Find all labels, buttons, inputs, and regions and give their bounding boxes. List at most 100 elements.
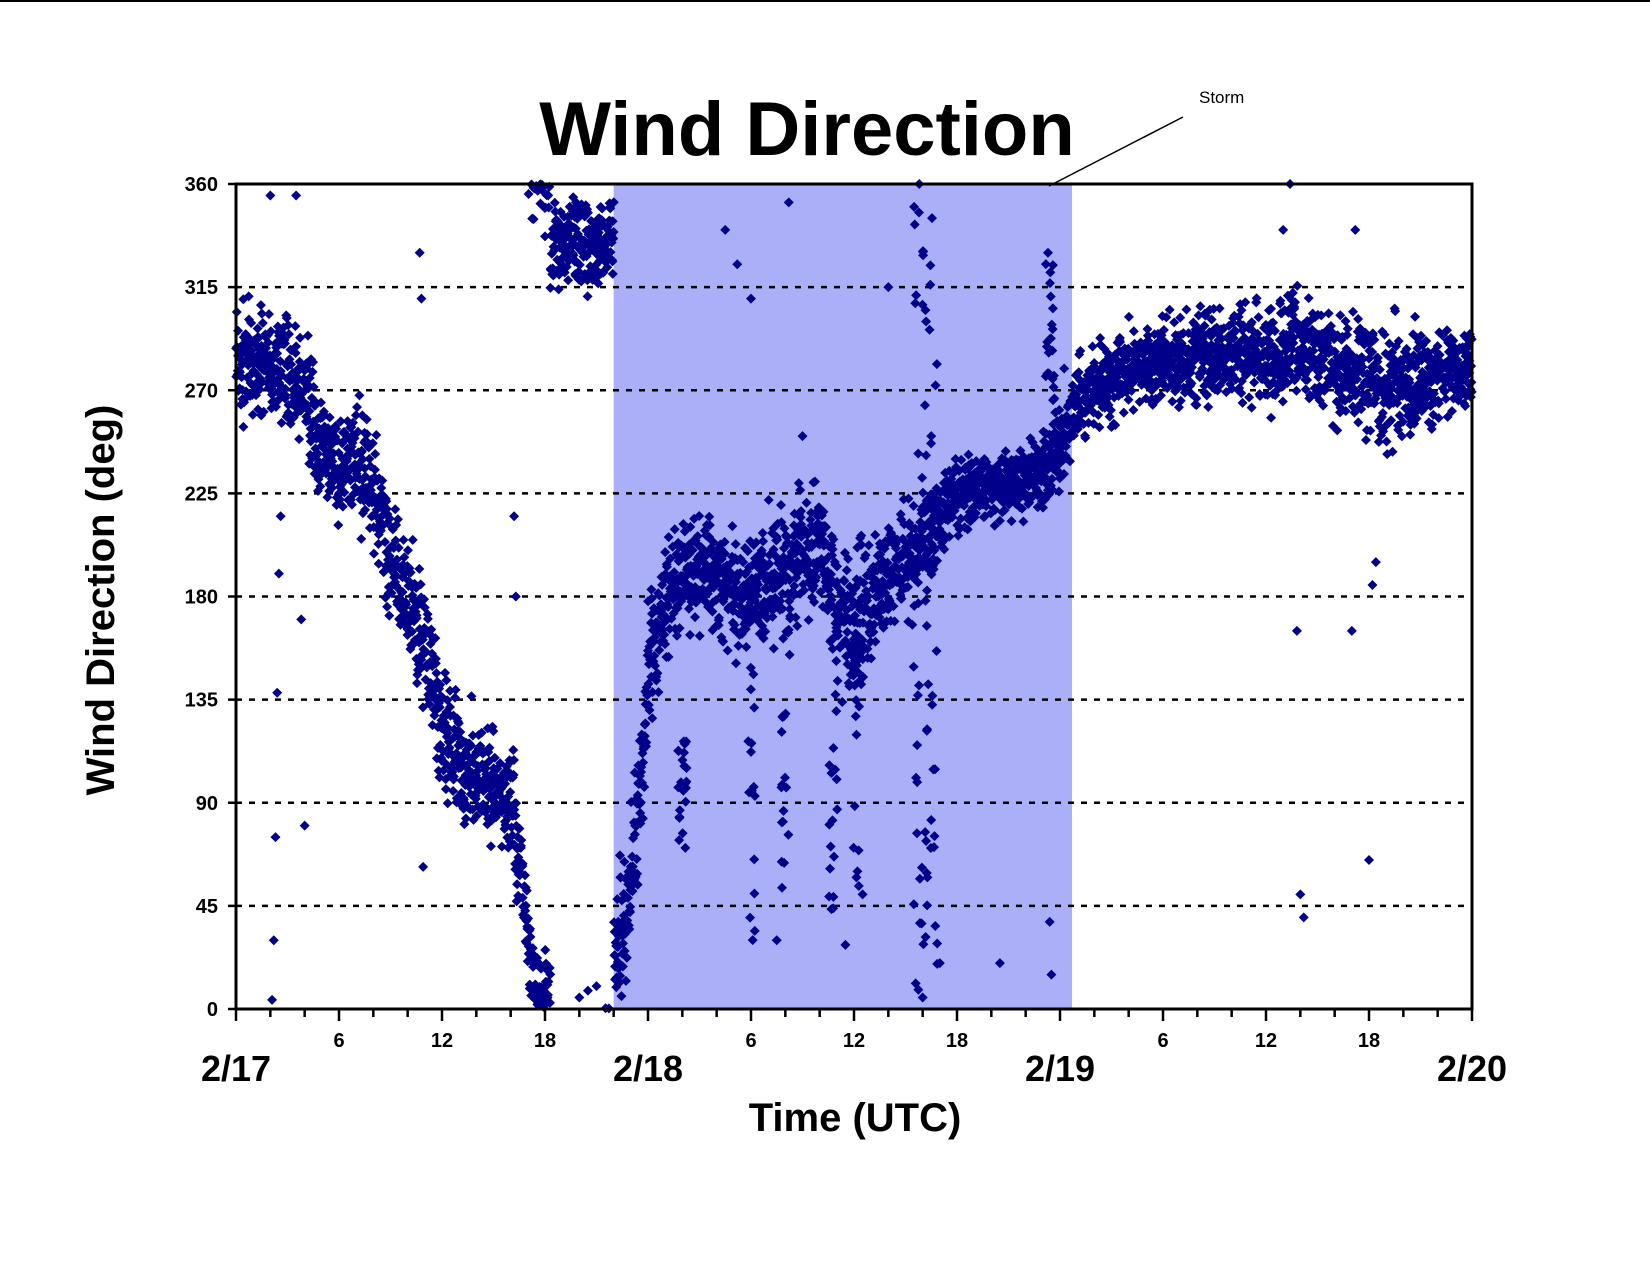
data-point <box>272 348 283 359</box>
data-point <box>243 291 254 302</box>
data-point <box>921 620 932 631</box>
data-point <box>784 649 795 660</box>
y-axis-title: Wind Direction (deg) <box>79 405 123 796</box>
data-point <box>989 520 1000 531</box>
data-point <box>1377 408 1388 419</box>
data-point <box>888 601 899 612</box>
data-point <box>517 858 528 869</box>
data-point <box>777 588 788 599</box>
data-point <box>1200 310 1211 321</box>
data-point <box>896 593 907 604</box>
data-point <box>963 449 974 460</box>
data-point <box>257 318 268 329</box>
data-point <box>646 593 657 604</box>
data-point <box>680 796 691 807</box>
data-point <box>545 282 556 293</box>
data-point <box>908 899 919 910</box>
data-point <box>767 611 778 622</box>
data-point <box>1017 503 1028 514</box>
data-point <box>999 505 1010 516</box>
data-point <box>1432 341 1443 352</box>
data-point <box>926 431 937 442</box>
data-point <box>568 250 579 261</box>
data-point <box>1277 396 1288 407</box>
data-point <box>1045 291 1056 302</box>
data-point <box>1448 335 1459 346</box>
data-point <box>665 553 676 564</box>
data-point <box>368 548 379 559</box>
data-point <box>379 537 390 548</box>
x-axis-ticks: 6 12 18 6 12 18 6 12 18 2/17 2/18 2/19 2/20 <box>201 1009 1507 1089</box>
data-point <box>281 312 292 323</box>
data-point <box>350 410 361 421</box>
data-point <box>1287 287 1298 298</box>
data-point <box>402 545 413 556</box>
data-point <box>1393 336 1404 347</box>
data-point <box>638 757 649 768</box>
data-point <box>742 546 753 557</box>
data-point <box>550 206 561 217</box>
data-point <box>514 870 525 881</box>
data-point <box>1048 395 1059 406</box>
data-point <box>714 612 725 623</box>
data-point <box>275 511 286 522</box>
data-point <box>627 861 638 872</box>
data-point <box>776 856 787 867</box>
data-point <box>711 595 722 606</box>
data-point <box>866 653 877 664</box>
data-point <box>909 219 920 230</box>
data-point <box>1367 580 1378 591</box>
data-point <box>784 596 795 607</box>
data-point <box>912 777 923 788</box>
data-point <box>455 726 466 737</box>
data-point <box>574 992 585 1003</box>
x-tick-label: 12 <box>1255 1030 1277 1052</box>
data-point <box>360 504 371 515</box>
data-point <box>1365 425 1376 436</box>
data-point <box>364 453 375 464</box>
data-point <box>1128 326 1139 337</box>
data-point <box>831 706 842 717</box>
data-point <box>444 701 455 712</box>
data-point <box>1374 364 1385 375</box>
data-point <box>830 689 841 700</box>
data-point <box>247 409 258 420</box>
data-point <box>449 692 460 703</box>
data-point <box>1151 380 1162 391</box>
data-point <box>415 579 426 590</box>
data-point <box>263 337 274 348</box>
data-point <box>331 423 342 434</box>
data-point <box>928 764 939 775</box>
data-point <box>418 861 429 872</box>
data-point <box>1350 224 1361 235</box>
top-border <box>0 0 1650 2</box>
data-point <box>669 567 680 578</box>
data-point <box>1379 329 1390 340</box>
data-point <box>401 599 412 610</box>
data-point <box>327 482 338 493</box>
data-point <box>841 565 852 576</box>
data-point <box>1044 278 1055 289</box>
data-point <box>505 787 516 798</box>
data-point <box>1428 388 1439 399</box>
data-point <box>1318 400 1329 411</box>
data-point <box>1295 889 1306 900</box>
data-point <box>862 643 873 654</box>
data-point <box>782 588 793 599</box>
data-point <box>273 568 284 579</box>
data-point <box>680 842 691 853</box>
data-point <box>1208 303 1219 314</box>
data-point <box>824 760 835 771</box>
data-point <box>608 233 619 244</box>
data-point <box>1372 352 1383 363</box>
data-point <box>422 613 433 624</box>
data-point <box>353 426 364 437</box>
data-point <box>1369 334 1380 345</box>
data-point <box>1186 378 1197 389</box>
data-point <box>651 675 662 686</box>
data-point <box>741 642 752 653</box>
data-point <box>852 542 863 553</box>
data-point <box>1249 377 1260 388</box>
data-point <box>411 613 422 624</box>
data-point <box>1340 316 1351 327</box>
